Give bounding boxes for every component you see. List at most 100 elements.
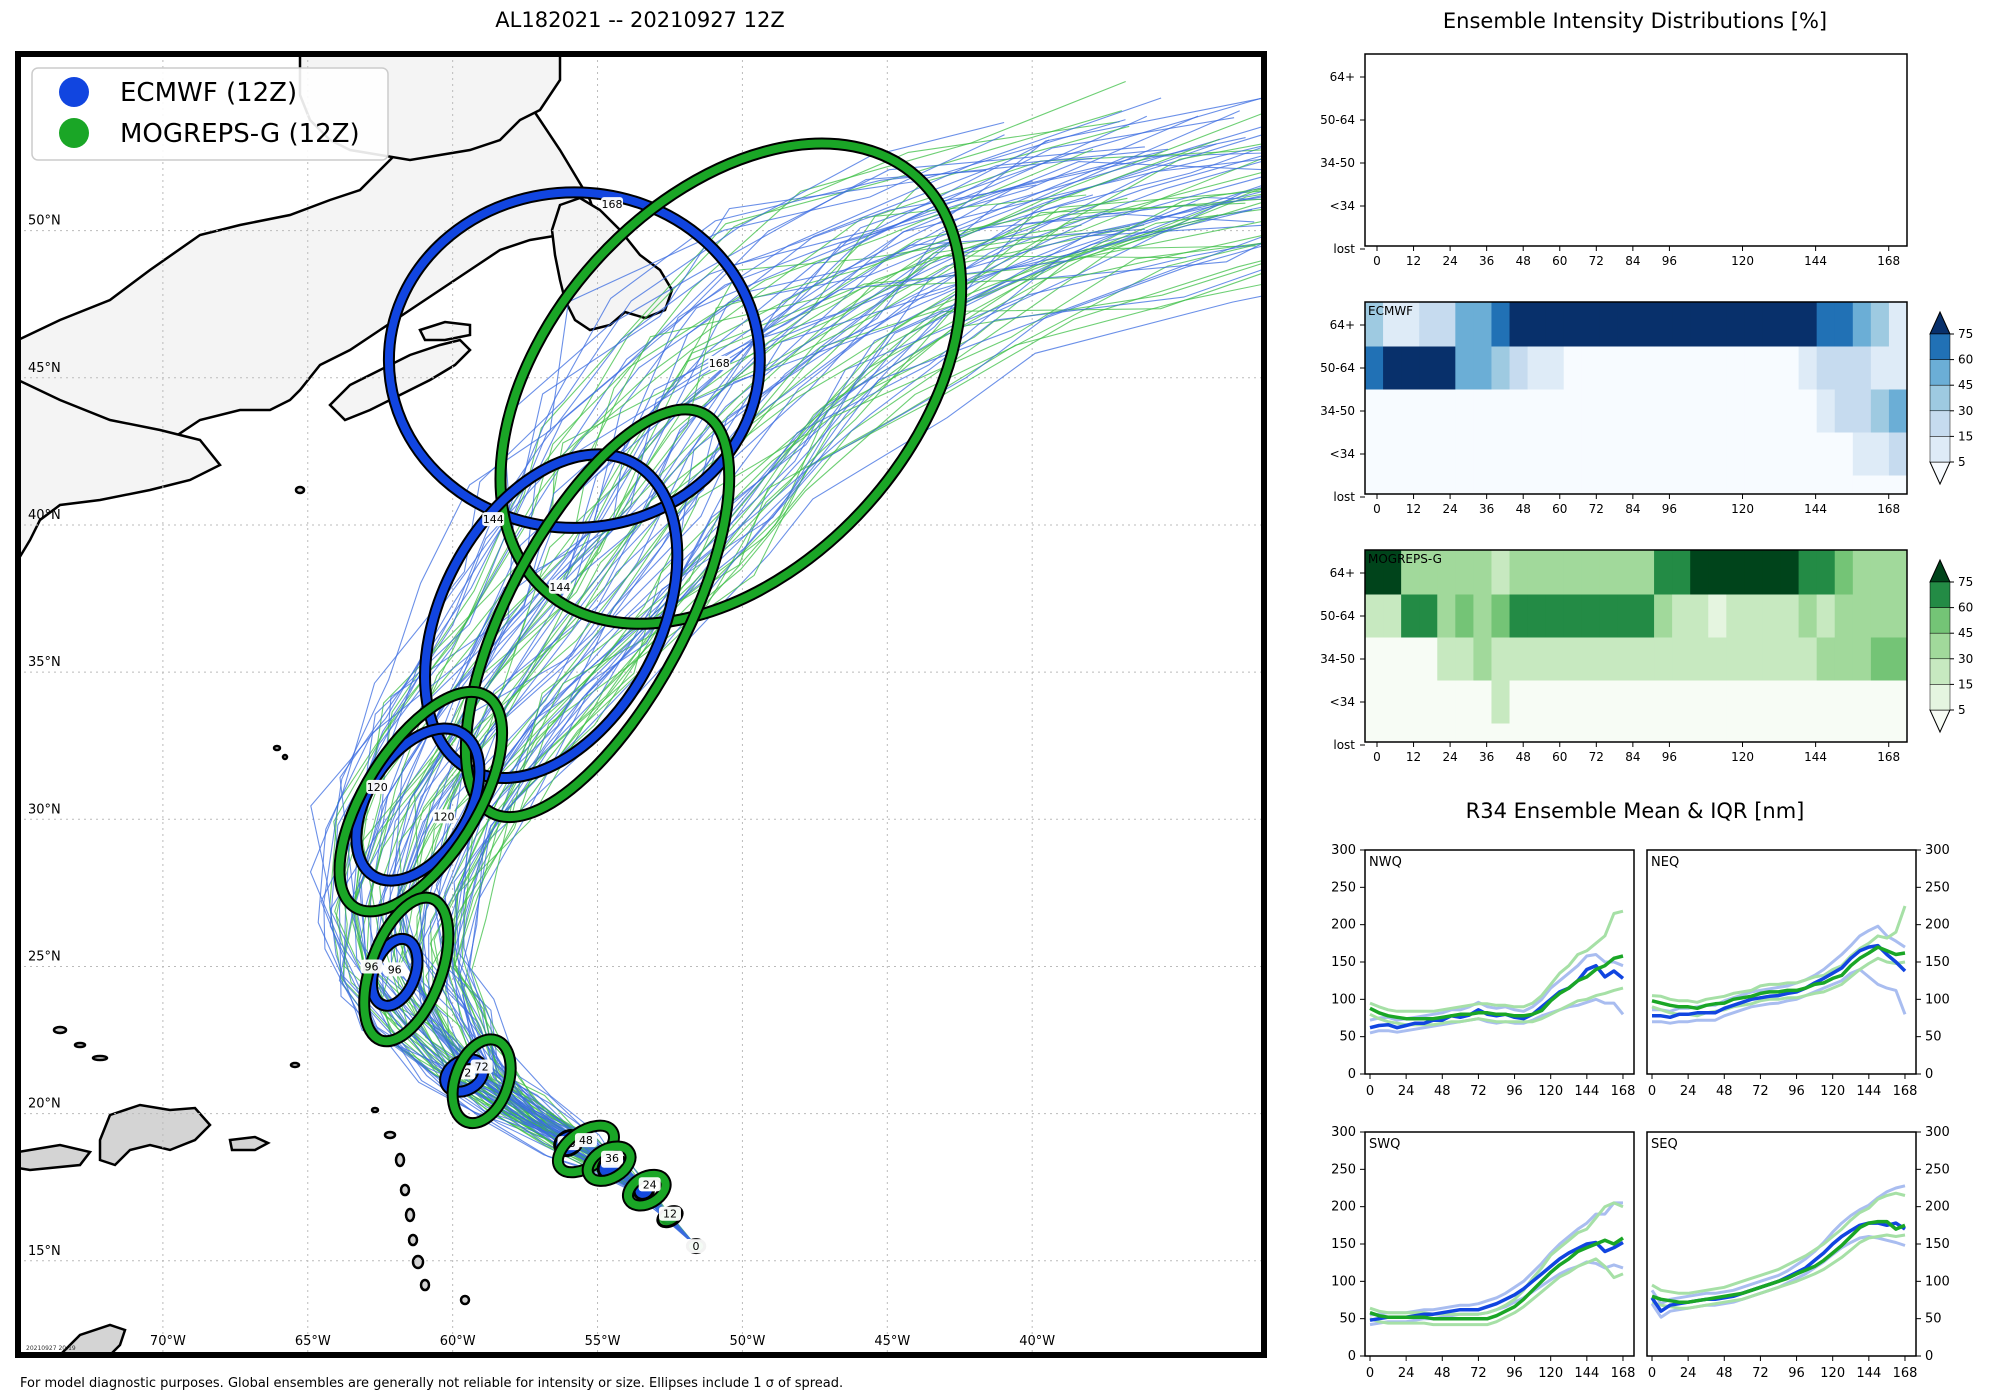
heatmap-cell: [1690, 680, 1709, 724]
r34-x-tick-label: 120: [1538, 1366, 1563, 1381]
heatmap-cell: [1617, 432, 1637, 476]
r34-series-line: [1650, 1184, 1906, 1306]
heatmap-cell: [1654, 637, 1673, 681]
heatmap-cell: [1383, 346, 1402, 390]
heatmap-cell: [1599, 432, 1619, 476]
ellipse-label-text: 24: [643, 1178, 657, 1191]
r34-x-tick-label: 120: [1820, 1084, 1845, 1099]
colorbar-bottom-arrow: [1929, 709, 1951, 734]
heatmap-cell: [1636, 432, 1655, 476]
heatmap-cell: [1852, 680, 1872, 724]
island: [294, 485, 306, 495]
r34-series-line: [1369, 1201, 1623, 1317]
heatmap-cell: [1437, 550, 1456, 595]
intensity-frame: [1364, 53, 1908, 247]
heatmap-cell: [1834, 346, 1854, 390]
heatmap-cell: [1744, 680, 1763, 724]
intensity-row-label: 50-64: [1320, 361, 1355, 375]
heatmap-cell: [1654, 550, 1673, 595]
heatmap-cell: [1437, 475, 1456, 495]
r34-panel-neq: NEQ 0 50 100 150 200 250 300 0 24 48 72 96 120 144 168: [1646, 843, 1950, 1099]
heatmap-cell: [1599, 723, 1619, 743]
heatmap-cell: [1636, 475, 1655, 495]
r34-panel-nwq: NWQ 0 50 100 150 200 250 300 0 24 48 72 96 120 144 168: [1331, 843, 1635, 1099]
heatmap-cell: [1545, 389, 1565, 433]
r34-x-tick-label: 120: [1538, 1084, 1563, 1099]
ellipse-label-text: 36: [605, 1152, 619, 1165]
r34-x-tick-label: 144: [1856, 1084, 1881, 1099]
heatmap-cell: [1708, 550, 1727, 595]
heatmap-cell: [1690, 475, 1709, 495]
ellipse-label-bg: [685, 1239, 708, 1254]
r34-frame: [1646, 1131, 1917, 1357]
heatmap-cell: [1744, 550, 1763, 595]
mogreps-ellipse-label-72: 72: [470, 1059, 493, 1074]
lat-tick-label: 35°N: [28, 655, 61, 670]
ecmwf-track: [317, 260, 1067, 1247]
intensity-x-tick-label: 0: [1373, 750, 1381, 764]
heatmap-cell: [1545, 302, 1565, 347]
intensity-x-tick-label: 120: [1731, 254, 1754, 268]
heatmap-cell: [1581, 723, 1601, 743]
heatmap-cell: [1581, 389, 1601, 433]
ellipse-ring: [360, 893, 453, 1046]
heatmap-cell: [1383, 389, 1402, 433]
heatmap-cell: [1455, 723, 1474, 743]
heatmap-cell: [1545, 550, 1565, 595]
intensity-x-tick-label: 144: [1804, 254, 1827, 268]
heatmap-cell: [1563, 637, 1583, 681]
heatmap-cell: [1383, 594, 1402, 638]
mogreps-ellipse-96: [358, 891, 455, 1048]
heatmap-cell: [1545, 723, 1565, 743]
intensity-row-label: <34: [1330, 695, 1355, 709]
heatmap-cell: [1654, 594, 1673, 638]
heatmap-cell: [1419, 302, 1438, 347]
heatmap-cell: [1491, 680, 1511, 724]
heatmap-cell: [1672, 550, 1691, 595]
intensity-x-tick-label: 36: [1479, 254, 1494, 268]
heatmap-cell: [1365, 594, 1384, 638]
intensity-row-label: 64+: [1330, 70, 1355, 84]
ellipse-label-bg: [383, 962, 406, 977]
land-puerto-rico: [228, 1135, 271, 1152]
mogreps-ellipse-72: [446, 1033, 517, 1130]
r34-x-tick-label: 72: [1470, 1084, 1487, 1099]
heatmap-cell: [1563, 550, 1583, 595]
map-timestamp: 20210927 20:19: [26, 1345, 76, 1352]
intensity-x-tick-label: 168: [1877, 750, 1900, 764]
colorbar-tick-label: 60: [1958, 353, 1973, 367]
r34-y-tick-label: 100: [1331, 1274, 1356, 1289]
intensity-x-tick-label: 12: [1406, 750, 1421, 764]
heatmap-cell: [1581, 302, 1601, 347]
heatmap-cell: [1888, 723, 1908, 743]
r34-quadrant-label: SWQ: [1369, 1137, 1400, 1152]
r34-x-tick-label: 168: [1893, 1366, 1918, 1381]
intensity-x-tick-label: 36: [1479, 502, 1494, 516]
heatmap-cell: [1762, 346, 1782, 390]
ellipse-label-bg: [708, 356, 731, 371]
r34-quadrant-label: SEQ: [1651, 1137, 1678, 1152]
heatmap-cell: [1437, 680, 1456, 724]
r34-x-tick-label: 120: [1820, 1366, 1845, 1381]
heatmap-cell: [1672, 432, 1691, 476]
heatmap-cell: [1365, 346, 1384, 390]
heatmap-cell: [1509, 723, 1529, 743]
r34-x-tick-label: 72: [1752, 1366, 1769, 1381]
heatmap-cell: [1401, 346, 1420, 390]
r34-x-tick-label: 168: [1893, 1084, 1918, 1099]
heatmap-cell: [1401, 680, 1420, 724]
lon-tick-label: 40°W: [1019, 1334, 1055, 1349]
heatmap-cell: [1816, 432, 1836, 476]
island: [411, 1254, 425, 1270]
r34-y-tick-label: 250: [1925, 880, 1950, 895]
heatmap-cell: [1473, 723, 1492, 743]
heatmap-cell: [1401, 432, 1420, 476]
heatmap-cell: [1708, 302, 1727, 347]
heatmap-cell: [1455, 550, 1474, 595]
ellipse-label-bg: [658, 1206, 681, 1221]
heatmap-cell: [1870, 680, 1890, 724]
heatmap-cell: [1654, 432, 1673, 476]
intensity-title: Ensemble Intensity Distributions [%]: [1443, 9, 1827, 33]
r34-y-tick-label: 100: [1331, 992, 1356, 1007]
